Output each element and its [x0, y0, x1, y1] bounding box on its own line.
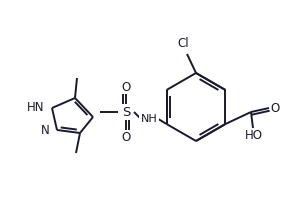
Text: N: N — [41, 123, 50, 136]
Text: HN: HN — [27, 101, 44, 114]
Text: O: O — [121, 130, 131, 143]
Text: NH: NH — [141, 114, 157, 124]
Text: O: O — [121, 81, 131, 94]
Text: S: S — [122, 106, 130, 119]
Text: HO: HO — [245, 128, 263, 141]
Text: Cl: Cl — [177, 37, 189, 50]
Text: O: O — [270, 101, 280, 114]
